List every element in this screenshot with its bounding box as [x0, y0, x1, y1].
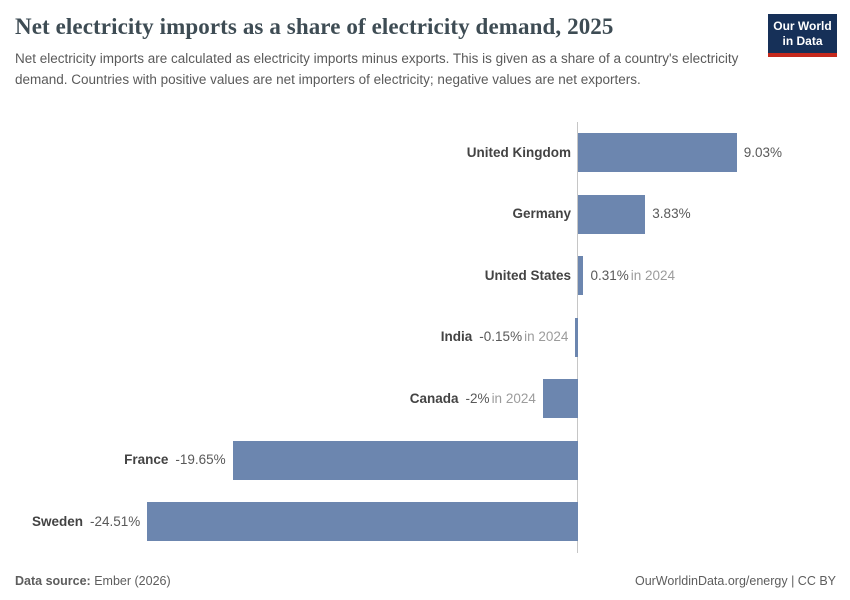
- bar-france: [232, 440, 578, 480]
- value-suffix: in 2024: [524, 329, 569, 345]
- value-label: 9.03%: [743, 144, 782, 160]
- license-line: OurWorldinData.org/energy | CC BY: [635, 574, 836, 588]
- bar-united-kingdom: [578, 133, 737, 172]
- data-source: Data source: Ember (2026): [15, 574, 171, 588]
- row-label-sweden: Sweden -24.51%: [32, 502, 140, 541]
- header: Net electricity imports as a share of el…: [0, 0, 850, 90]
- bar-india: [575, 317, 578, 357]
- value-suffix: in 2024: [491, 390, 536, 406]
- category-label: United Kingdom: [466, 144, 571, 160]
- chart-subtitle: Net electricity imports are calculated a…: [15, 51, 739, 87]
- value-label: -2%: [465, 390, 490, 406]
- row-label-united-kingdom: United Kingdom: [467, 133, 571, 172]
- row-label-france: France -19.65%: [124, 441, 226, 480]
- footer: Data source: Ember (2026) OurWorldinData…: [15, 574, 836, 588]
- value-label-group-united-kingdom: 9.03%: [744, 133, 782, 172]
- value-label: 3.83%: [652, 206, 691, 222]
- data-source-label: Data source:: [15, 574, 91, 588]
- footer-separator: |: [787, 574, 798, 588]
- chart-title: Net electricity imports as a share of el…: [15, 14, 614, 39]
- category-label: Germany: [512, 206, 571, 222]
- row-label-united-states: United States: [485, 256, 571, 295]
- category-label: France: [124, 452, 169, 468]
- row-label-india: India -0.15% in 2024: [441, 318, 569, 357]
- category-label: Sweden: [31, 513, 83, 529]
- category-label: India: [440, 329, 473, 345]
- row-label-canada: Canada -2% in 2024: [410, 379, 536, 418]
- value-label: 0.31%: [590, 267, 629, 283]
- bar-chart: United Kingdom 9.03% Germany 3.83% United St…: [0, 120, 850, 555]
- data-source-value: Ember (2026): [90, 574, 171, 588]
- bar-canada: [542, 379, 578, 418]
- owid-link[interactable]: OurWorldinData.org/energy: [634, 574, 788, 588]
- category-label: United States: [484, 267, 571, 283]
- value-suffix: in 2024: [630, 267, 676, 283]
- logo-line1: Our World: [773, 19, 832, 33]
- bar-united-states: [578, 256, 584, 295]
- category-label: Canada: [409, 390, 459, 406]
- value-label-group-germany: 3.83%: [652, 195, 690, 234]
- value-label: -19.65%: [175, 452, 226, 468]
- bar-germany: [578, 194, 646, 234]
- bar-sweden: [147, 502, 578, 541]
- row-label-germany: Germany: [512, 195, 571, 234]
- value-label: -0.15%: [479, 329, 523, 345]
- license-label: CC BY: [797, 574, 836, 588]
- logo-line2: in Data: [782, 34, 823, 48]
- owid-logo[interactable]: Our World in Data: [768, 14, 837, 57]
- value-label: -24.51%: [89, 513, 141, 529]
- value-label-group-united-states: 0.31% in 2024: [590, 256, 675, 295]
